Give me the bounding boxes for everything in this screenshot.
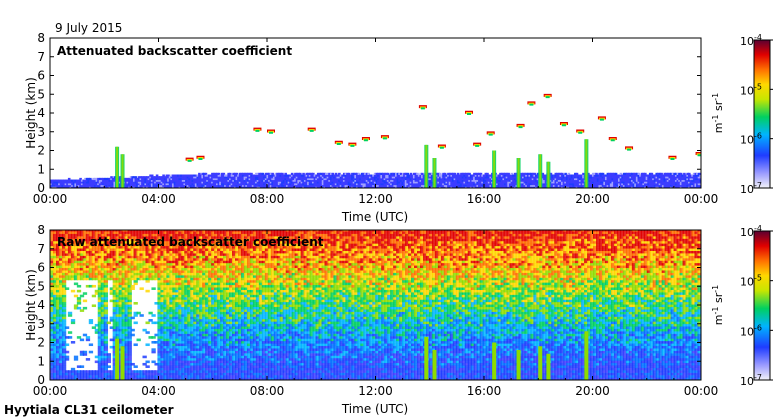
y-tick-label: 8 xyxy=(37,223,45,237)
x-tick-label: 00:00 xyxy=(684,192,719,206)
y-tick-label: 0 xyxy=(37,373,45,387)
y-axis-label: Height (km) xyxy=(24,77,38,148)
x-tick-label: 04:00 xyxy=(141,192,176,206)
axes: 00:00 04:00 08:00 12:00 16:00 20:00 00:0001234… xyxy=(33,223,719,398)
x-axis-label: Time (UTC) xyxy=(341,402,408,416)
x-tick-label: 16:00 xyxy=(467,384,502,398)
x-tick-label: 12:00 xyxy=(358,384,393,398)
x-tick-label: 08:00 xyxy=(250,384,285,398)
x-tick-label: 00:00 xyxy=(33,384,68,398)
chart-title: Attenuated backscatter coefficient xyxy=(57,44,292,58)
y-tick-label: 5 xyxy=(37,279,45,293)
panel-raw: Raw attenuated backscatter coefficient 0… xyxy=(24,223,773,416)
x-tick-label: 12:00 xyxy=(358,192,393,206)
y-tick-label: 3 xyxy=(37,317,45,331)
panel-attenuated: Attenuated backscatter coefficient 00:00… xyxy=(24,31,773,224)
colorbar-label: m-1 sr-1 xyxy=(711,93,725,133)
x-tick-label: 20:00 xyxy=(575,384,610,398)
colorbar-tick-label: 10-7 xyxy=(740,373,762,388)
colorbar: 10-410-510-610-7 m-1 sr-1 xyxy=(711,33,773,196)
chart-title: Raw attenuated backscatter coefficient xyxy=(57,235,324,249)
y-tick-label: 2 xyxy=(37,336,45,350)
x-tick-label: 08:00 xyxy=(250,192,285,206)
y-tick-label: 1 xyxy=(37,354,45,368)
y-tick-label: 1 xyxy=(37,162,45,176)
y-tick-label: 4 xyxy=(37,298,45,312)
instrument-label: Hyytiala CL31 ceilometer xyxy=(4,403,174,417)
y-tick-label: 4 xyxy=(37,106,45,120)
x-tick-label: 00:00 xyxy=(684,384,719,398)
y-tick-label: 6 xyxy=(37,69,45,83)
x-tick-label: 16:00 xyxy=(467,192,502,206)
y-tick-label: 7 xyxy=(37,50,45,64)
y-tick-label: 7 xyxy=(37,242,45,256)
speckle-layer xyxy=(50,230,701,380)
colorbar-label: m-1 sr-1 xyxy=(711,285,725,325)
plot-background xyxy=(50,38,701,188)
colorbar-scale xyxy=(753,39,771,189)
axes: 00:00 04:00 08:00 12:00 16:00 20:00 00:0001234… xyxy=(33,31,719,206)
x-axis-label: Time (UTC) xyxy=(341,210,408,224)
x-tick-label: 20:00 xyxy=(575,192,610,206)
y-tick-label: 6 xyxy=(37,261,45,275)
date-label: 9 July 2015 xyxy=(55,21,122,35)
y-tick-label: 2 xyxy=(37,144,45,158)
backscatter-field xyxy=(50,93,701,188)
x-tick-label: 00:00 xyxy=(33,192,68,206)
y-tick-label: 5 xyxy=(37,87,45,101)
y-tick-label: 0 xyxy=(37,181,45,195)
backscatter-field xyxy=(50,230,701,380)
colorbar-tick-label: 10-7 xyxy=(740,181,762,196)
y-tick-label: 3 xyxy=(37,125,45,139)
y-axis-label: Height (km) xyxy=(24,269,38,340)
x-tick-label: 04:00 xyxy=(141,384,176,398)
colorbar: 10-410-510-610-7 m-1 sr-1 xyxy=(711,224,773,388)
y-tick-label: 8 xyxy=(37,31,45,45)
colorbar-scale xyxy=(753,230,771,381)
speckle-layer xyxy=(50,93,701,188)
